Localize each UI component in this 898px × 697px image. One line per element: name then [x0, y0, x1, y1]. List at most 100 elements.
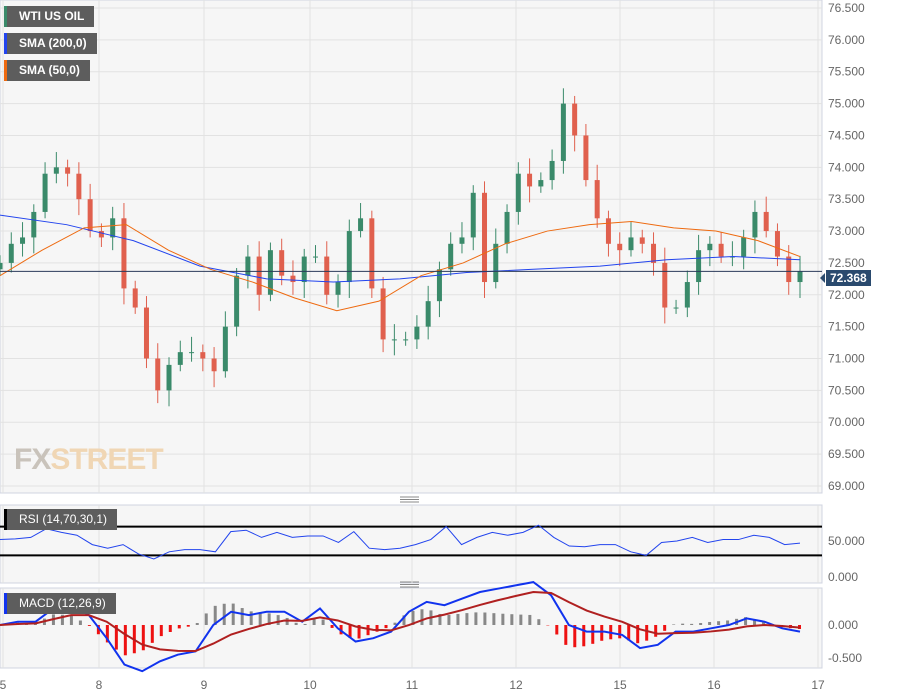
- legend-sma50[interactable]: SMA (50,0): [4, 60, 90, 81]
- candle-body: [797, 271, 803, 283]
- macd-line: [0, 581, 801, 673]
- macd-histogram-bar: [231, 603, 235, 625]
- macd-histogram-bar: [519, 614, 523, 625]
- macd-histogram-bar: [402, 615, 406, 625]
- macd-histogram-bar: [618, 625, 622, 639]
- macd-histogram-bar: [123, 625, 127, 656]
- macd-histogram-bar: [627, 625, 631, 641]
- macd-histogram-bar: [456, 613, 460, 625]
- macd-histogram-bar: [564, 625, 568, 645]
- y-tick-label: 73.000: [828, 224, 865, 238]
- candle-body: [774, 231, 780, 257]
- rsi-line: [0, 524, 801, 560]
- macd-histogram-bar: [357, 625, 361, 639]
- candle-body: [346, 231, 352, 283]
- candle-body: [222, 326, 228, 372]
- candle-body: [628, 237, 634, 251]
- y-tick-label: 72.000: [828, 288, 865, 302]
- candle-body: [414, 326, 420, 340]
- macd-histogram-bar: [213, 605, 217, 625]
- x-tick-label: 9: [201, 678, 208, 692]
- candle-body: [504, 211, 510, 244]
- macd-histogram-bar: [420, 609, 424, 625]
- candle-body: [290, 275, 296, 283]
- candle-body: [403, 339, 409, 341]
- candle-body: [572, 103, 578, 136]
- macd-histogram-bar: [501, 613, 505, 625]
- sma50-line: [0, 220, 801, 312]
- candle-body: [132, 288, 138, 308]
- candle-body: [583, 135, 589, 181]
- candle-body: [31, 211, 37, 238]
- candle-body: [459, 237, 465, 244]
- macd-histogram-bar: [537, 619, 541, 625]
- candle-body: [605, 218, 611, 244]
- macd-histogram-bar: [645, 625, 649, 641]
- macd-histogram-bar: [375, 625, 379, 632]
- legend-macd[interactable]: MACD (12,26,9): [4, 593, 116, 614]
- candle-body: [312, 256, 318, 258]
- candle-body: [301, 256, 307, 283]
- macd-histogram-bar: [105, 625, 109, 643]
- macd-histogram-bar: [474, 612, 478, 625]
- candle-body: [470, 192, 476, 238]
- candle-body: [369, 218, 375, 289]
- y-tick-label: 74.000: [828, 160, 865, 174]
- y-tick-label: 76.500: [828, 1, 865, 15]
- candle-body: [335, 282, 341, 295]
- candle-body: [425, 301, 431, 327]
- candle-body: [189, 352, 195, 354]
- candle-body: [279, 250, 285, 276]
- candle-body: [741, 237, 747, 257]
- macd-histogram-bar: [636, 625, 640, 644]
- candle-body: [662, 262, 668, 308]
- macd-histogram-bar: [438, 613, 442, 625]
- candle-body: [752, 211, 758, 238]
- legend-rsi[interactable]: RSI (14,70,30,1): [4, 509, 118, 530]
- candle-body: [53, 167, 59, 174]
- y-tick-label: 69.000: [828, 479, 865, 493]
- macd-histogram-bar: [510, 614, 514, 625]
- candle-body: [538, 180, 544, 187]
- macd-histogram-bar: [717, 621, 721, 625]
- macd-histogram-bar: [492, 613, 496, 625]
- macd-histogram-bar: [222, 603, 226, 625]
- candle-body: [560, 103, 566, 161]
- y-tick-label: 74.500: [828, 128, 865, 142]
- x-tick-label: 15: [613, 678, 627, 692]
- candle-body: [594, 180, 600, 219]
- macd-tick: 0.000: [828, 618, 858, 632]
- macd-histogram-bar: [294, 622, 298, 625]
- macd-histogram-bar: [258, 612, 262, 625]
- legend-wti[interactable]: WTI US OIL: [4, 6, 95, 27]
- macd-histogram-bar: [87, 625, 91, 626]
- candle-body: [763, 211, 769, 232]
- legend-sma200[interactable]: SMA (200,0): [4, 33, 97, 54]
- macd-histogram-bar: [600, 625, 604, 641]
- macd-histogram-bar: [690, 623, 694, 625]
- x-tick-label: 11: [406, 678, 419, 692]
- macd-histogram-bar: [69, 615, 73, 625]
- y-tick-label: 76.000: [828, 33, 865, 47]
- candle-body: [166, 364, 172, 391]
- candle-body: [786, 256, 792, 283]
- candle-body: [651, 243, 657, 263]
- macd-histogram-bar: [654, 625, 658, 637]
- y-tick-label: 69.500: [828, 447, 865, 461]
- x-tick-label: 5: [0, 678, 7, 692]
- y-tick-label: 71.000: [828, 352, 865, 366]
- candle-body: [245, 256, 251, 276]
- candle-body: [87, 199, 93, 232]
- macd-histogram-bar: [411, 610, 415, 625]
- candle-body: [98, 231, 104, 238]
- candle-body: [380, 288, 386, 340]
- macd-histogram-bar: [78, 620, 82, 625]
- macd-histogram-bar: [384, 625, 388, 629]
- macd-histogram-bar: [177, 625, 181, 629]
- candle-body: [200, 352, 206, 359]
- candle-body: [110, 218, 116, 238]
- x-tick-label: 16: [707, 678, 721, 692]
- candle-body: [20, 237, 26, 244]
